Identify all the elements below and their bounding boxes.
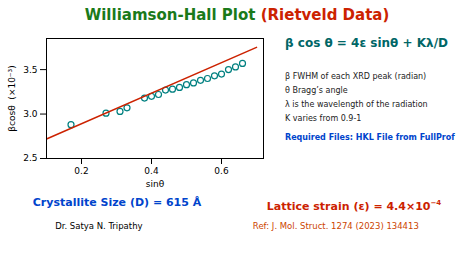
svg-text:2.5: 2.5 [23,153,37,163]
html-text:Ref: J. Mol. Struct. 1274 (202: Ref: J. Mol. Struct. 1274 (2023) 134413 [252,221,419,231]
svg-text:3.0: 3.0 [23,109,38,119]
html-text:Required Files: HKL File from: Required Files: HKL File from FullProf [285,133,455,142]
svg-text:0.6: 0.6 [214,166,229,176]
html-text:Williamson-Hall Plot (Rietveld: Williamson-Hall Plot (Rietveld Data) [84,6,390,24]
html-text:λ is the wavelength of the rad: λ is the wavelength of the radiation [285,100,428,109]
html-text:K varies from 0.9-1: K varies from 0.9-1 [285,114,362,123]
html-text:θ Bragg’s angle: θ Bragg’s angle [285,86,348,95]
svg-text:0.2: 0.2 [74,166,88,176]
html-text:Crystallite Size (D) = 615 Å: Crystallite Size (D) = 615 Å [32,196,202,209]
svg-text:0.4: 0.4 [144,166,159,176]
html-text:Lattice strain (ε) = 4.4×10−4: Lattice strain (ε) = 4.4×10−4 [266,199,442,213]
svg-text:sinθ: sinθ [146,179,165,189]
svg-text:βcosθ (×10⁻³): βcosθ (×10⁻³) [7,65,17,132]
html-text:Dr. Satya N. Tripathy: Dr. Satya N. Tripathy [55,221,143,231]
html-text:β cos θ = 4ε sinθ + Kλ/D: β cos θ = 4ε sinθ + Kλ/D [285,36,448,50]
html-text:β FWHM of each XRD peak (radia: β FWHM of each XRD peak (radian) [285,72,427,81]
svg-text:3.5: 3.5 [23,64,37,74]
